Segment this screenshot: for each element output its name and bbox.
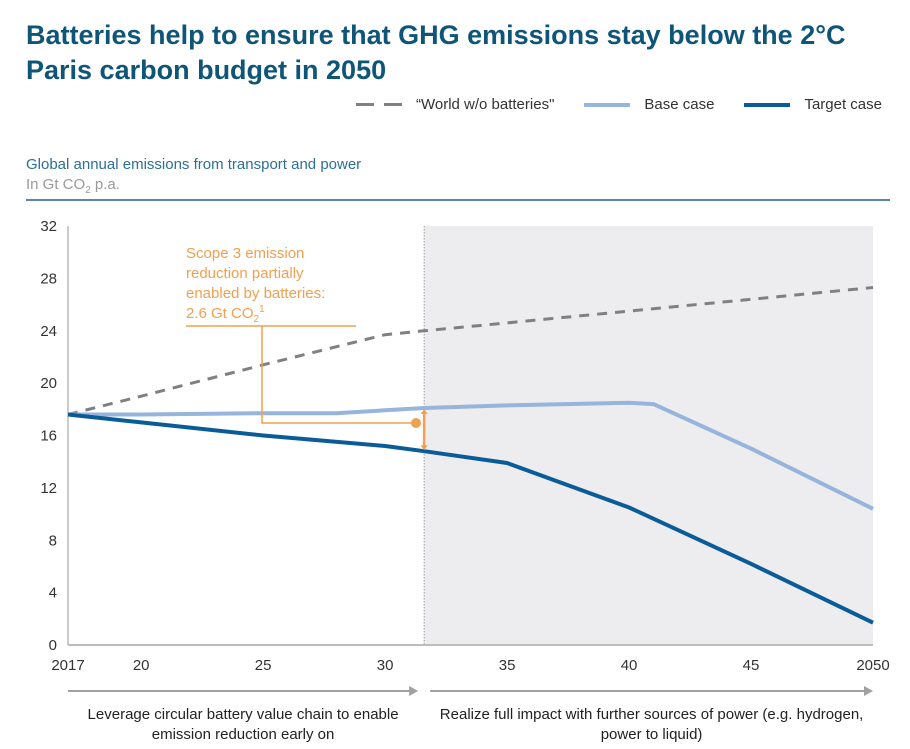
annotation-value-sub: 2 — [254, 314, 260, 325]
y-tick-label: 0 — [49, 637, 57, 654]
x-tick-label: 30 — [377, 657, 394, 674]
chart-title: Batteries help to ensure that GHG emissi… — [26, 20, 846, 85]
header-rule — [26, 199, 890, 201]
legend-label-world: “World w/o batteries" — [415, 96, 555, 113]
annotation-text-line: reduction partially — [186, 265, 304, 282]
x-tick-label: 2050 — [856, 657, 889, 674]
chart-subtitle: Global annual emissions from transport a… — [26, 156, 362, 173]
series-line-target — [67, 412, 874, 625]
shaded-region — [424, 226, 873, 645]
annotation-footnote: 1 — [259, 304, 265, 315]
legend-item-base: Base case — [584, 96, 714, 113]
x-tick-label: 35 — [499, 657, 516, 674]
phase-label-early: Leverage circular battery value chain to… — [87, 706, 399, 743]
series-line-base — [68, 400, 874, 511]
y-tick-label: 4 — [49, 585, 57, 602]
unit-suffix: p.a. — [90, 176, 120, 193]
x-tick-label: 40 — [621, 657, 638, 674]
legend-label-target: Target case — [804, 96, 882, 113]
y-tick-label: 24 — [40, 323, 57, 340]
legend-swatch-dashed — [355, 103, 402, 106]
x-tick-label: 2017 — [51, 657, 84, 674]
annotation-text-line: enabled by batteries: — [186, 285, 325, 302]
unit-prefix: In Gt CO — [26, 176, 86, 193]
series-line-world — [67, 286, 874, 416]
y-tick-label: 28 — [40, 270, 57, 287]
annotation-text-line: Scope 3 emission — [186, 245, 304, 262]
x-tick-label: 20 — [133, 657, 150, 674]
y-tick-label: 32 — [40, 218, 57, 235]
x-tick-label: 25 — [255, 657, 272, 674]
y-tick-label: 16 — [40, 428, 57, 445]
phase-arrow-head — [864, 686, 873, 696]
legend-swatch-base — [584, 102, 631, 107]
y-tick-label: 8 — [49, 532, 57, 549]
phase-label-late: Realize full impact with further sources… — [439, 706, 864, 743]
y-tick-label: 12 — [40, 480, 57, 497]
gap-arrow-top — [420, 409, 428, 415]
annotation-dot — [411, 418, 421, 428]
legend-swatch-target — [744, 102, 791, 107]
legend-label-base: Base case — [644, 96, 715, 113]
legend-item-target: Target case — [744, 96, 882, 113]
unit-label: In Gt CO2 p.a. — [26, 176, 120, 196]
x-tick-label: 45 — [743, 657, 760, 674]
unit-sub: 2 — [85, 185, 91, 196]
annotation-value: 2.6 Gt CO21 — [186, 304, 265, 325]
legend: “World w/o batteries" Base case Target c… — [326, 96, 882, 113]
y-tick-label: 20 — [40, 375, 57, 392]
phase-arrow-head — [409, 686, 419, 696]
legend-item-world: “World w/o batteries" — [355, 96, 555, 113]
annotation-leader — [261, 326, 416, 424]
gap-arrow-bottom — [420, 445, 428, 451]
